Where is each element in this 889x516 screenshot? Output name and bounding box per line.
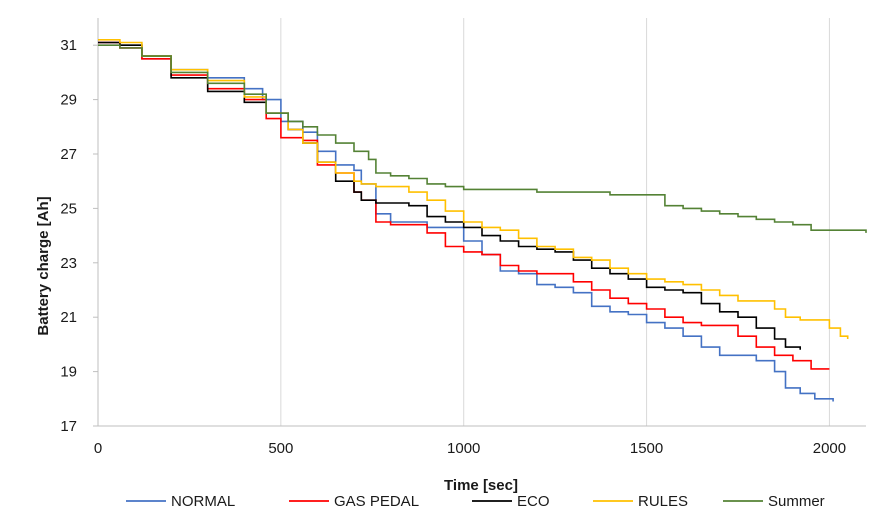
y-axis-title: Battery charge [Ah] xyxy=(35,196,52,335)
y-tick-label-25: 25 xyxy=(60,200,77,217)
x-tick-label-1500: 1500 xyxy=(630,440,663,457)
legend-item-rules: RULES xyxy=(593,493,688,510)
legend-item-summer: Summer xyxy=(723,493,825,510)
legend-label-rules: RULES xyxy=(638,493,688,510)
y-tick-label-29: 29 xyxy=(60,92,77,109)
x-axis-title: Time [sec] xyxy=(444,477,518,494)
legend-label-summer: Summer xyxy=(768,493,825,510)
y-tick-label-21: 21 xyxy=(60,309,77,326)
legend-item-eco: ECO xyxy=(472,493,550,510)
series-line-summer xyxy=(98,44,867,233)
y-tick-label-27: 27 xyxy=(60,146,77,163)
legend-label-eco: ECO xyxy=(517,493,550,510)
y-tick-label-31: 31 xyxy=(60,37,77,54)
y-tick-label-19: 19 xyxy=(60,364,77,381)
legend-label-normal: NORMAL xyxy=(171,493,235,510)
tick-labels: 17 19 21 23 25 27 29 31 0 500 1000 1500 2000 xyxy=(60,37,846,457)
series-line-gas-pedal xyxy=(98,41,830,370)
legend-item-gas-pedal: GAS PEDAL xyxy=(289,493,419,510)
x-tick-label-1000: 1000 xyxy=(447,440,480,457)
x-tick-label-2000: 2000 xyxy=(813,440,846,457)
axes xyxy=(93,18,866,427)
y-tick-label-23: 23 xyxy=(60,255,77,272)
legend-label-gas-pedal: GAS PEDAL xyxy=(334,493,419,510)
gridlines xyxy=(280,18,830,426)
legend: NORMAL GAS PEDAL ECO RULES Summer xyxy=(126,493,825,510)
y-tick-label-17: 17 xyxy=(60,418,77,435)
series-lines xyxy=(98,39,867,402)
x-tick-label-500: 500 xyxy=(268,440,293,457)
x-tick-label-0: 0 xyxy=(94,440,102,457)
legend-item-normal: NORMAL xyxy=(126,493,235,510)
